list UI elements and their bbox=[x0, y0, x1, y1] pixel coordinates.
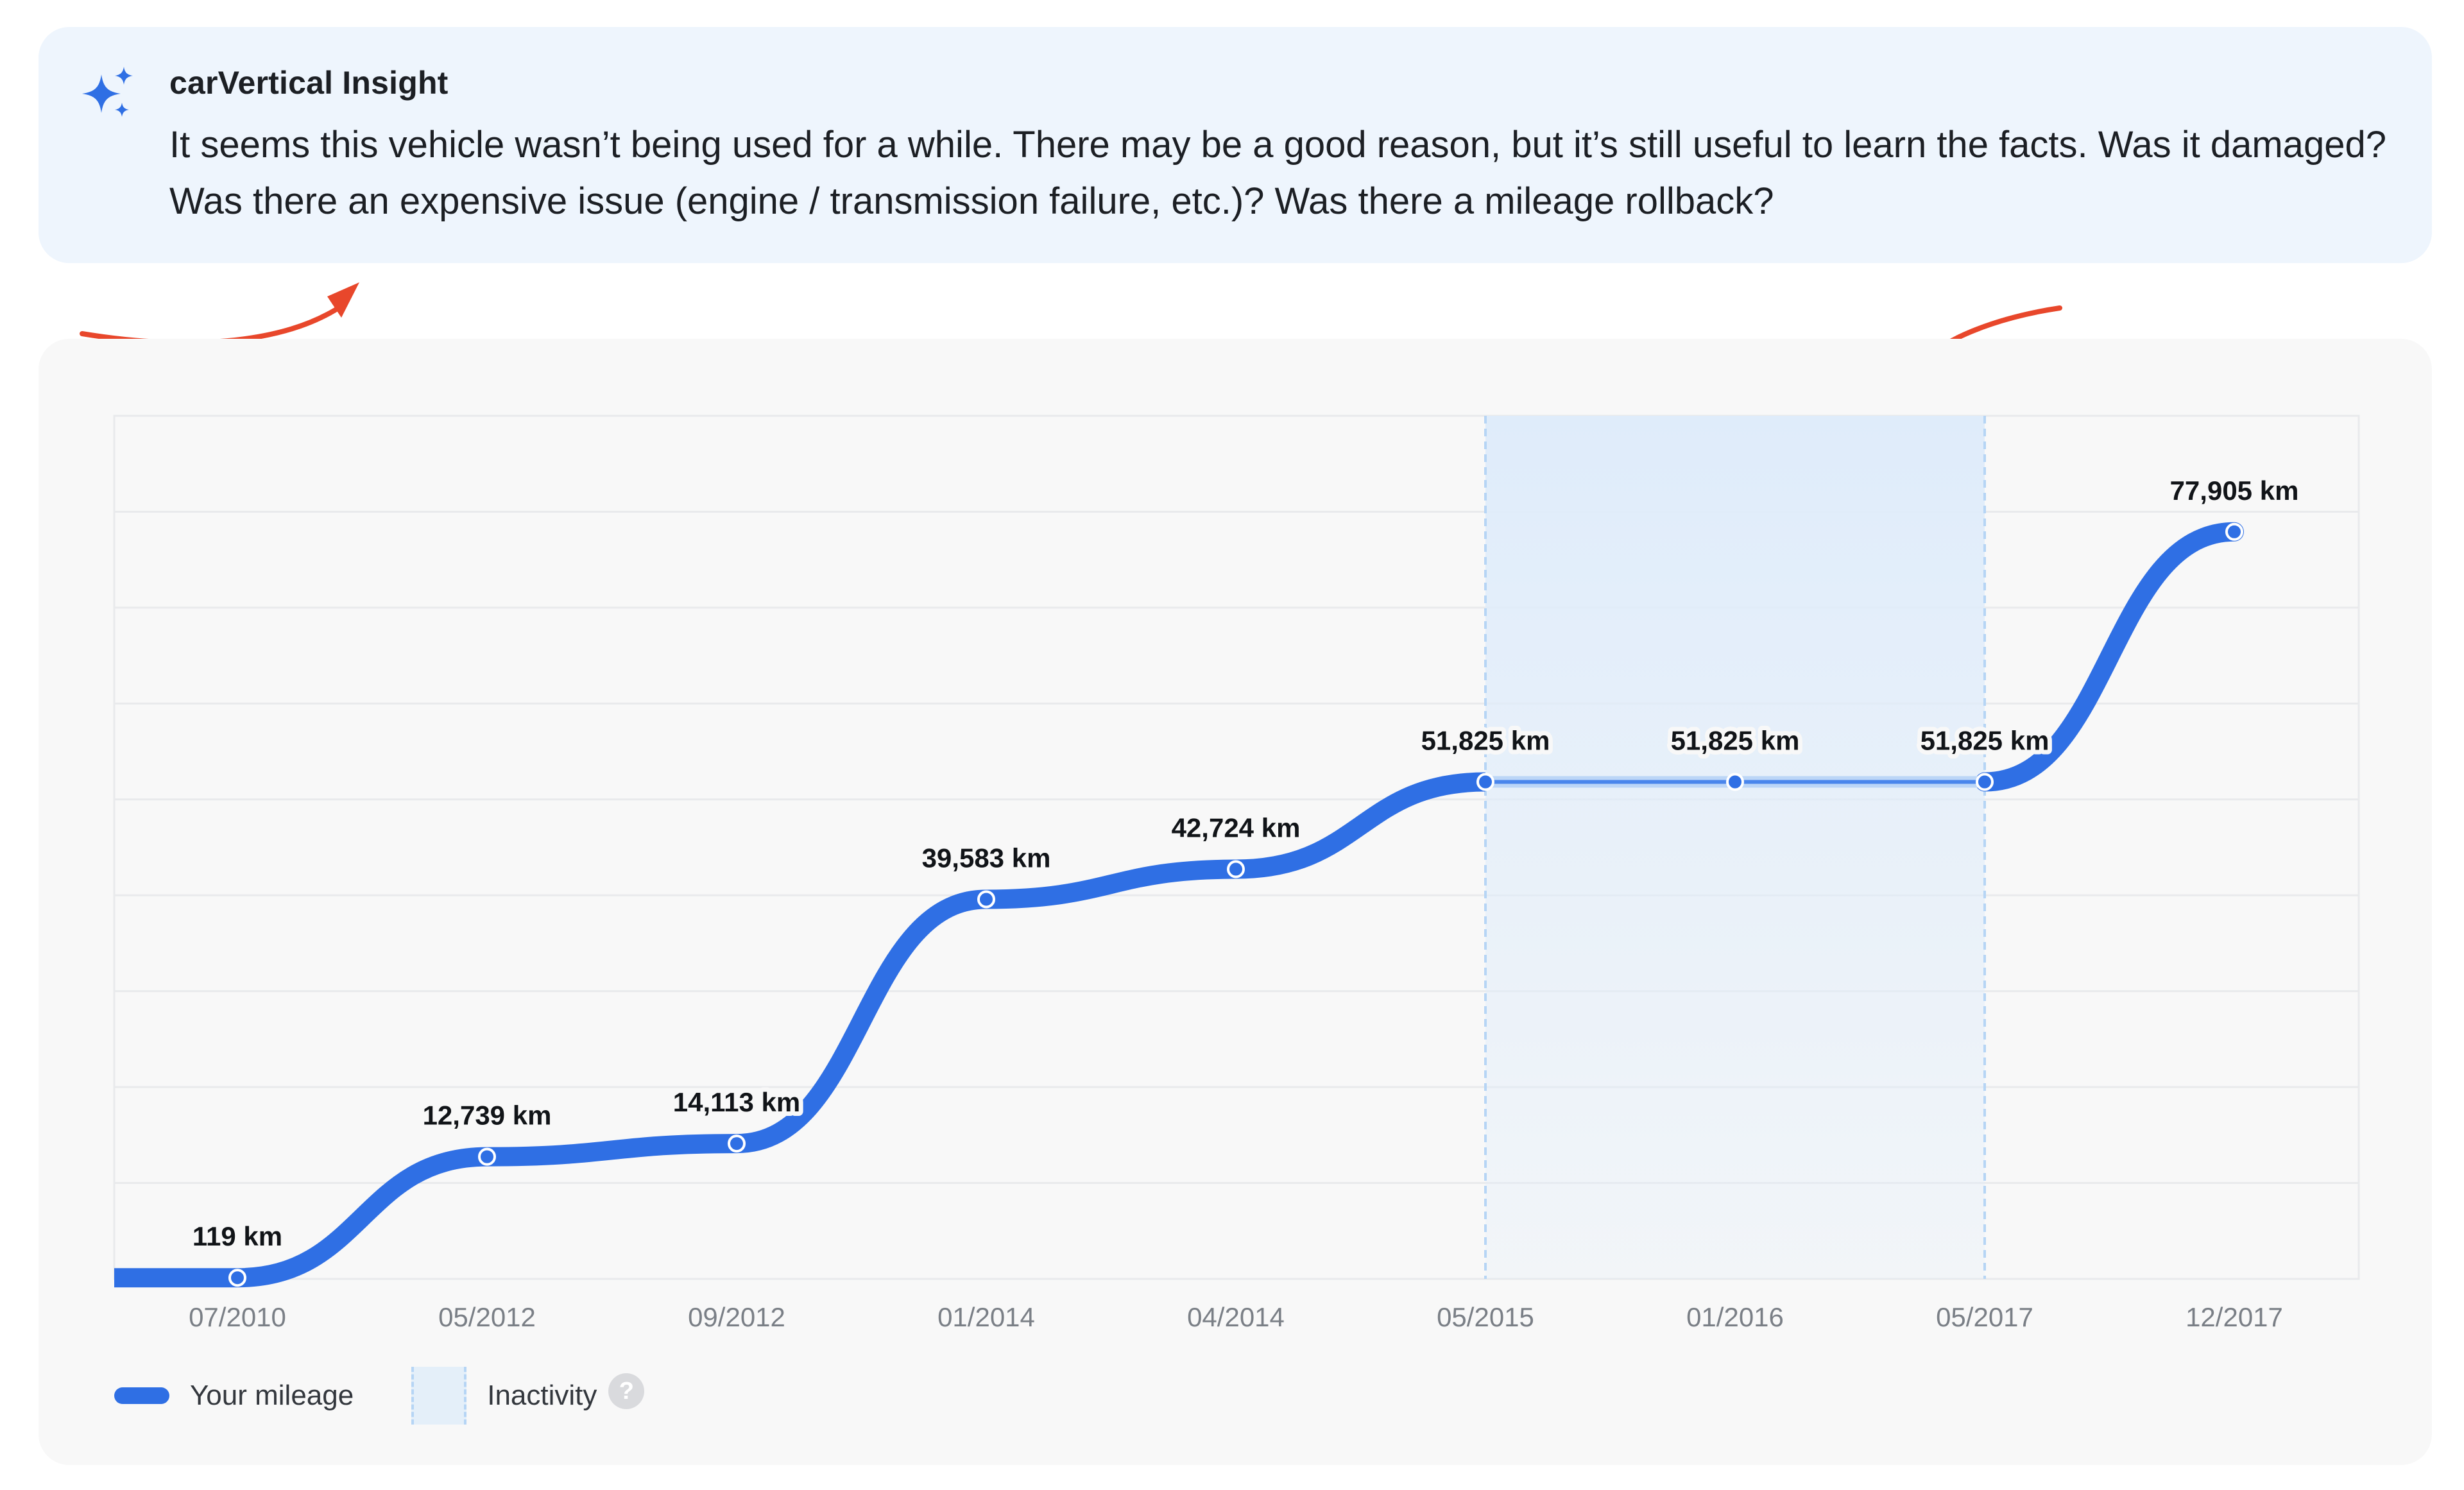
data-point bbox=[2225, 522, 2243, 541]
data-label: 51,825 km bbox=[1671, 726, 1800, 756]
sparkles-icon bbox=[82, 67, 133, 117]
data-label: 51,825 km bbox=[1921, 726, 2049, 756]
data-point bbox=[1976, 773, 1994, 791]
data-point bbox=[1476, 773, 1494, 791]
legend-mileage-label: Your mileage bbox=[190, 1380, 354, 1411]
data-label: 51,825 km bbox=[1421, 726, 1550, 756]
data-label: 39,583 km bbox=[922, 843, 1051, 873]
mileage-line bbox=[114, 772, 1486, 1288]
x-tick-label: 01/2016 bbox=[1686, 1302, 1784, 1332]
inactivity-band bbox=[1485, 416, 1985, 1279]
legend-mileage-swatch bbox=[114, 1387, 169, 1404]
insight-title: carVertical Insight bbox=[169, 65, 449, 101]
x-tick-label: 04/2014 bbox=[1187, 1302, 1285, 1332]
data-point bbox=[1726, 773, 1744, 791]
x-tick-label: 05/2015 bbox=[1437, 1302, 1534, 1332]
x-tick-label: 12/2017 bbox=[2186, 1302, 2283, 1332]
data-point bbox=[228, 1269, 246, 1287]
x-tick-label: 01/2014 bbox=[937, 1302, 1035, 1332]
data-label: 12,739 km bbox=[423, 1100, 552, 1131]
data-point bbox=[1227, 860, 1245, 878]
x-tick-label: 09/2012 bbox=[688, 1302, 785, 1332]
chart-legend: Your mileage Inactivity ? bbox=[114, 1367, 645, 1425]
insight-banner: carVertical Insight It seems this vehicl… bbox=[38, 27, 2432, 263]
x-tick-label: 05/2012 bbox=[438, 1302, 536, 1332]
x-tick-label: 05/2017 bbox=[1936, 1302, 2033, 1332]
plot-area bbox=[113, 415, 2360, 1280]
data-point bbox=[478, 1147, 496, 1166]
legend-inactivity-label: Inactivity bbox=[487, 1380, 597, 1411]
help-icon[interactable]: ? bbox=[608, 1373, 645, 1409]
data-point bbox=[728, 1135, 746, 1153]
data-point bbox=[977, 890, 995, 909]
mileage-line-after bbox=[1975, 522, 2244, 792]
insight-text: It seems this vehicle wasn’t being used … bbox=[169, 124, 2386, 222]
data-label: 14,113 km bbox=[673, 1087, 801, 1117]
legend-inactivity-swatch bbox=[411, 1367, 467, 1425]
data-label: 119 km bbox=[193, 1221, 282, 1251]
data-label: 42,724 km bbox=[1172, 813, 1301, 843]
data-label: 77,905 km bbox=[2170, 475, 2299, 506]
annotation-arrowhead-left bbox=[327, 282, 359, 318]
x-tick-label: 07/2010 bbox=[189, 1302, 286, 1332]
